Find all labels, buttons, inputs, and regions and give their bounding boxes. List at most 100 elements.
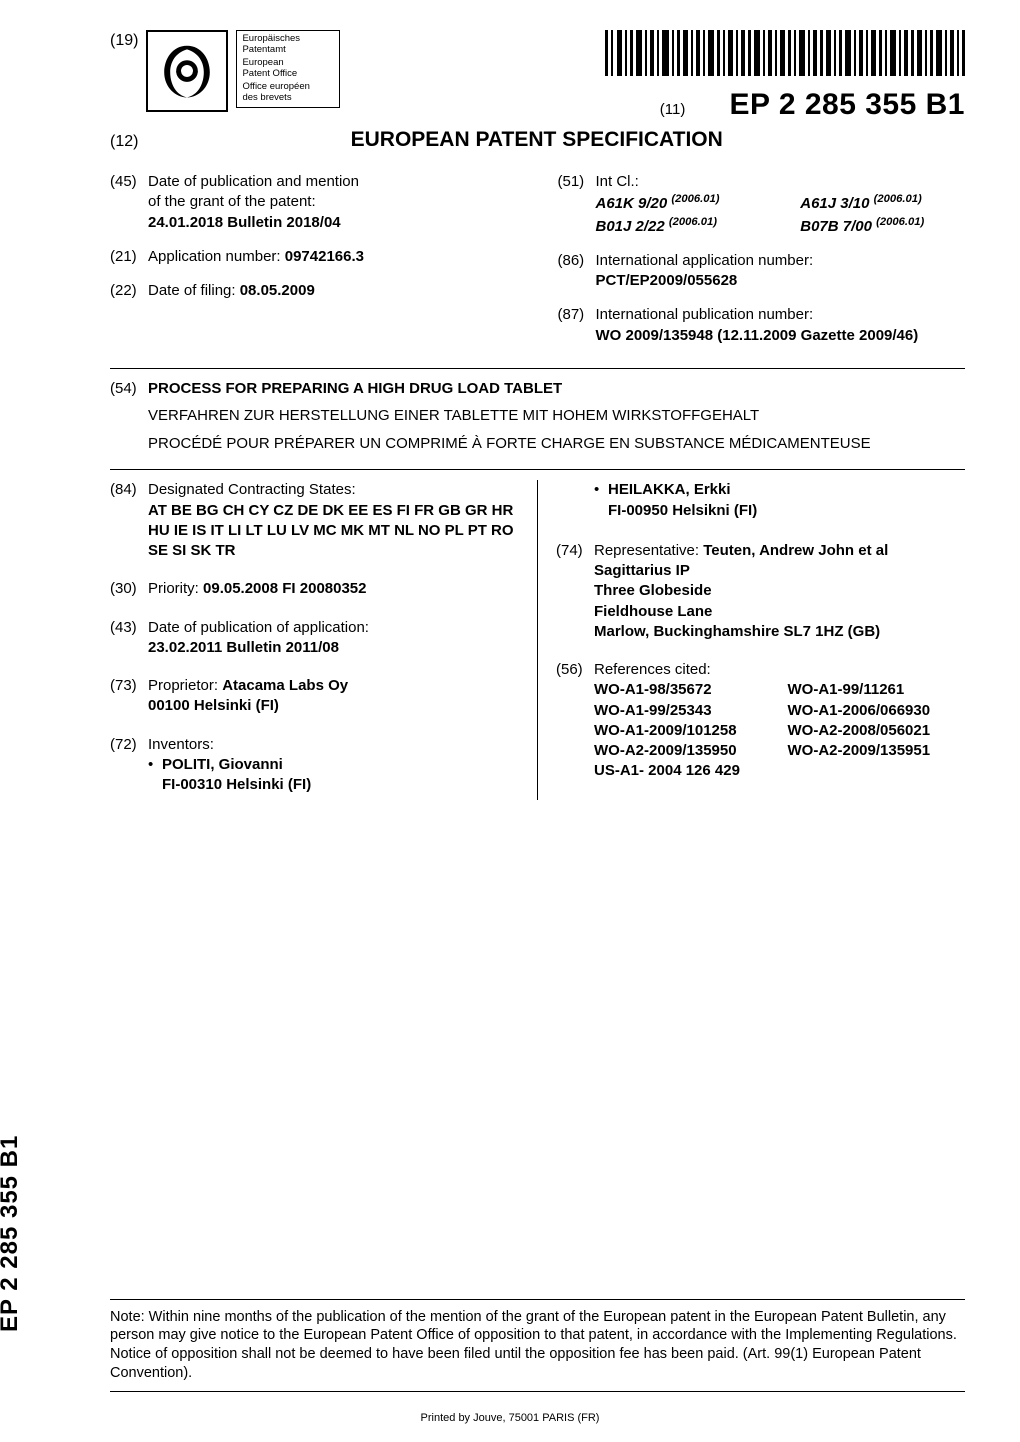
lower-right: HEILAKKA, ErkkiFI-00950 Helsikni (FI) (7…	[538, 480, 965, 799]
item-45: (45) Date of publication and mention of …	[110, 172, 518, 233]
publication-number: EP 2 285 355 B1	[730, 88, 965, 121]
title-fr: PROCÉDÉ POUR PRÉPARER UN COMPRIMÉ À FORT…	[148, 434, 965, 454]
office-name-fr2: des brevets	[242, 93, 334, 104]
reference: WO-A2-2009/135951	[788, 741, 966, 761]
item-73: (73) Proprietor: Atacama Labs Oy 00100 H…	[110, 676, 519, 717]
item-56: (56) References cited: WO-A1-98/35672WO-…	[556, 660, 965, 782]
i45-line2: of the grant of the patent:	[148, 192, 518, 212]
item-51: (51) Int Cl.: A61K 9/20 (2006.01) A61J 3/…	[558, 172, 966, 237]
office-name-fr1: Office européen	[242, 82, 334, 93]
i43-line2: 23.02.2011 Bulletin 2011/08	[148, 638, 519, 658]
i22-label: Date of filing:	[148, 282, 236, 299]
i45-line3: 24.01.2018 Bulletin 2018/04	[148, 213, 518, 233]
inid-73: (73)	[110, 676, 148, 717]
biblio-upper: (45) Date of publication and mention of …	[110, 172, 965, 360]
divider-1	[110, 368, 965, 369]
header-left: (19) Europäisches Patentamt European Pat…	[110, 30, 340, 112]
inid-51: (51)	[558, 172, 596, 237]
item-22: (22) Date of filing: 08.05.2009	[110, 281, 518, 301]
inid-11: (11)	[660, 101, 686, 118]
biblio-lower: (84) Designated Contracting States: AT B…	[110, 480, 965, 799]
i86-line1: International application number:	[596, 251, 966, 271]
i21-label: Application number:	[148, 248, 281, 265]
reference: WO-A1-2009/101258	[594, 721, 772, 741]
ipc-code: B07B 7/00 (2006.01)	[800, 215, 965, 237]
i30-label: Priority:	[148, 580, 199, 597]
i30-value: 09.05.2008 FI 20080352	[203, 580, 366, 597]
i87-line2: WO 2009/135948 (12.11.2009 Gazette 2009/…	[596, 326, 966, 346]
biblio-left: (45) Date of publication and mention of …	[110, 172, 518, 360]
ipc-code: B01J 2/22 (2006.01)	[596, 215, 761, 237]
inid-19: (19)	[110, 30, 138, 50]
inventor: POLITI, GiovanniFI-00310 Helsinki (FI)	[148, 755, 519, 796]
office-name-en2: Patent Office	[242, 69, 334, 80]
i74-addr: Sagittarius IPThree GlobesideFieldhouse …	[594, 561, 965, 642]
i84-states: AT BE BG CH CY CZ DE DK EE ES FI FR GB G…	[148, 501, 519, 562]
ipc-code: A61J 3/10 (2006.01)	[800, 192, 965, 214]
spec-title: EUROPEAN PATENT SPECIFICATION	[228, 128, 845, 152]
inid-84: (84)	[110, 480, 148, 561]
i73-name: Atacama Labs Oy	[222, 677, 348, 694]
title-en: PROCESS FOR PREPARING A HIGH DRUG LOAD T…	[148, 379, 965, 399]
patent-front-page: (19) Europäisches Patentamt European Pat…	[0, 0, 1020, 1442]
publication-number-row: (11) EP 2 285 355 B1	[605, 88, 965, 122]
inid-22: (22)	[110, 281, 148, 301]
item-72: (72) Inventors: POLITI, GiovanniFI-00310…	[110, 735, 519, 798]
biblio-right: (51) Int Cl.: A61K 9/20 (2006.01) A61J 3/…	[558, 172, 966, 360]
divider-2	[110, 469, 965, 470]
i87-line1: International publication number:	[596, 305, 966, 325]
inid-12: (12)	[110, 133, 138, 151]
ipc-code: A61K 9/20 (2006.01)	[596, 192, 761, 214]
i74-name: Teuten, Andrew John et al	[703, 542, 888, 559]
item-21: (21) Application number: 09742166.3	[110, 247, 518, 267]
reference: WO-A1-99/25343	[594, 701, 772, 721]
reference: WO-A2-2008/056021	[788, 721, 966, 741]
inid-45: (45)	[110, 172, 148, 233]
references-grid: WO-A1-98/35672 WO-A1-99/11261 WO-A1-99/253…	[594, 680, 965, 781]
printer-line: Printed by Jouve, 75001 PARIS (FR)	[0, 1412, 1020, 1424]
item-87: (87) International publication number: W…	[558, 305, 966, 346]
i72-label: Inventors:	[148, 735, 519, 755]
office-name-de2: Patentamt	[242, 45, 334, 56]
item-43: (43) Date of publication of application:…	[110, 618, 519, 659]
item-74: (74) Representative: Teuten, Andrew John…	[556, 541, 965, 642]
title-row: (12) EUROPEAN PATENT SPECIFICATION	[110, 128, 965, 152]
header-right: (11) EP 2 285 355 B1	[605, 30, 965, 122]
lower-left: (84) Designated Contracting States: AT B…	[110, 480, 538, 799]
inid-72: (72)	[110, 735, 148, 798]
item-30: (30) Priority: 09.05.2008 FI 20080352	[110, 579, 519, 599]
inventor-list-right: HEILAKKA, ErkkiFI-00950 Helsikni (FI)	[594, 480, 965, 521]
inid-54: (54)	[110, 379, 148, 462]
inventor: HEILAKKA, ErkkiFI-00950 Helsikni (FI)	[594, 480, 965, 521]
inid-74: (74)	[556, 541, 594, 642]
i86-line2: PCT/EP2009/055628	[596, 271, 966, 291]
i74-label: Representative:	[594, 542, 699, 559]
i43-line1: Date of publication of application:	[148, 618, 519, 638]
inid-86: (86)	[558, 251, 596, 292]
header: (19) Europäisches Patentamt European Pat…	[110, 30, 965, 122]
reference: WO-A1-2006/066930	[788, 701, 966, 721]
i51-label: Int Cl.:	[596, 172, 966, 192]
i73-addr: 00100 Helsinki (FI)	[148, 696, 519, 716]
reference: WO-A1-98/35672	[594, 680, 772, 700]
reference: WO-A1-99/11261	[788, 680, 966, 700]
i73-label: Proprietor:	[148, 677, 218, 694]
reference	[788, 761, 966, 781]
i84-label: Designated Contracting States:	[148, 480, 519, 500]
inid-43: (43)	[110, 618, 148, 659]
inventors-continued: HEILAKKA, ErkkiFI-00950 Helsikni (FI)	[556, 480, 965, 523]
reference: WO-A2-2009/135950	[594, 741, 772, 761]
item-86: (86) International application number: P…	[558, 251, 966, 292]
inid-30: (30)	[110, 579, 148, 599]
i21-value: 09742166.3	[285, 248, 364, 265]
epo-logo-icon	[157, 41, 217, 101]
i45-line1: Date of publication and mention	[148, 172, 518, 192]
spine-publication-number: EP 2 285 355 B1	[0, 1135, 24, 1332]
epo-logo	[146, 30, 228, 112]
office-names: Europäisches Patentamt European Patent O…	[236, 30, 340, 108]
ipc-grid: A61K 9/20 (2006.01)A61J 3/10 (2006.01)B0…	[596, 192, 966, 237]
inid-87: (87)	[558, 305, 596, 346]
inid-21: (21)	[110, 247, 148, 267]
barcode	[605, 30, 965, 80]
inid-56: (56)	[556, 660, 594, 782]
